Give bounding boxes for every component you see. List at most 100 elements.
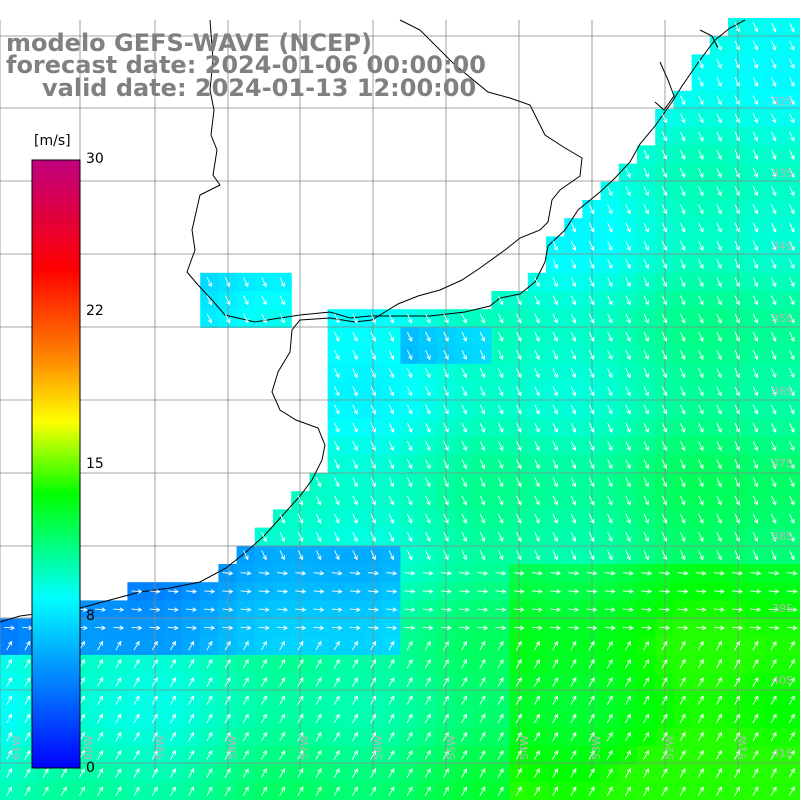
- wind-arrow: [425, 404, 431, 415]
- wind-arrow: [552, 459, 558, 470]
- wind-arrow: [424, 677, 431, 687]
- wind-arrow: [479, 713, 486, 724]
- wind-arrow: [625, 495, 631, 506]
- wind-arrow: [625, 459, 631, 470]
- wind-arrow: [370, 386, 376, 397]
- wind-arrow: [151, 658, 158, 669]
- wind-arrow: [770, 204, 777, 215]
- wind-arrow: [440, 625, 452, 631]
- wind-arrow: [568, 607, 580, 612]
- wind-arrow: [406, 695, 413, 706]
- wind-arrow: [206, 658, 213, 669]
- wind-arrow: [425, 550, 431, 561]
- wind-arrow: [534, 786, 540, 797]
- wind-arrow: [440, 607, 452, 612]
- wind-arrow: [622, 589, 634, 594]
- wind-arrow: [698, 240, 704, 251]
- wind-arrow: [425, 477, 431, 488]
- wind-arrow: [734, 168, 740, 179]
- wind-arrow: [370, 368, 376, 379]
- wind-arrow: [261, 731, 267, 742]
- wind-arrow: [279, 513, 285, 524]
- wind-speed-cell: [782, 782, 800, 802]
- wind-speed-cell: [782, 309, 800, 328]
- wind-arrow: [770, 95, 777, 106]
- wind-arrow: [750, 570, 762, 576]
- wind-arrow: [734, 422, 740, 433]
- wind-arrow: [240, 607, 252, 612]
- wind-arrow: [607, 513, 613, 524]
- wind-arrow: [334, 386, 340, 397]
- wind-arrow: [716, 477, 722, 488]
- wind-arrow: [206, 786, 213, 797]
- wind-arrow: [534, 386, 540, 397]
- wind-arrow: [333, 749, 340, 760]
- wind-arrow: [133, 658, 140, 669]
- wind-arrow: [734, 532, 740, 543]
- wind-arrow: [786, 625, 798, 631]
- wind-arrow: [425, 368, 431, 379]
- wind-arrow: [188, 658, 195, 669]
- wind-arrow: [479, 495, 486, 506]
- wind-arrow: [716, 58, 722, 69]
- wind-arrow: [516, 513, 522, 524]
- wind-arrow: [770, 495, 777, 506]
- wind-arrow: [588, 441, 595, 452]
- wind-arrow: [716, 513, 722, 524]
- wind-arrow: [406, 658, 413, 669]
- wind-arrow: [424, 749, 431, 760]
- wind-arrow: [6, 677, 13, 687]
- wind-arrow: [752, 368, 759, 379]
- wind-arrow: [206, 277, 213, 288]
- wind-arrow: [258, 607, 270, 612]
- wind-arrow: [698, 513, 704, 524]
- wind-arrow: [279, 313, 285, 324]
- colorbar: [31, 159, 81, 769]
- wind-arrow: [277, 570, 289, 576]
- wind-arrow: [607, 477, 613, 488]
- wind-arrow: [279, 532, 285, 543]
- wind-arrow: [713, 570, 725, 576]
- wind-arrow: [186, 625, 198, 631]
- wind-speed-cell: [782, 145, 800, 165]
- wind-arrow: [315, 495, 322, 506]
- wind-arrow: [170, 768, 176, 778]
- wind-arrow: [279, 695, 286, 706]
- wind-arrow: [513, 570, 525, 576]
- wind-speed-cell: [782, 163, 800, 183]
- wind-arrow: [570, 259, 577, 270]
- wind-arrow: [752, 331, 759, 342]
- wind-arrow: [388, 768, 395, 778]
- wind-arrow: [534, 313, 540, 324]
- wind-arrow: [752, 168, 759, 179]
- wind-arrow: [661, 695, 668, 706]
- wind-arrow: [643, 204, 649, 215]
- wind-arrow: [425, 441, 431, 452]
- wind-arrow: [570, 495, 577, 506]
- wind-arrow: [461, 459, 467, 470]
- wind-arrow: [370, 532, 376, 543]
- wind-arrow: [698, 550, 704, 561]
- wind-arrow: [606, 695, 613, 706]
- wind-arrow: [279, 550, 285, 561]
- lon-label-55w: 55W: [445, 735, 458, 760]
- wind-arrow: [388, 786, 395, 797]
- wind-arrow: [570, 331, 577, 342]
- wind-arrow: [716, 277, 722, 288]
- wind-arrow: [279, 277, 285, 288]
- wind-arrow: [586, 625, 598, 631]
- wind-arrow: [443, 313, 449, 324]
- wind-arrow: [406, 550, 413, 561]
- wind-arrow: [261, 786, 267, 797]
- wind-arrow: [261, 695, 267, 706]
- wind-arrow: [789, 368, 795, 379]
- wind-arrow: [550, 625, 562, 631]
- wind-arrow: [679, 222, 686, 233]
- wind-arrow: [516, 295, 522, 306]
- wind-arrow: [770, 640, 777, 651]
- wind-arrow: [133, 640, 140, 651]
- wind-arrow: [334, 532, 340, 543]
- wind-arrow: [716, 731, 722, 742]
- wind-arrow: [352, 677, 358, 687]
- wind-arrow: [386, 607, 398, 612]
